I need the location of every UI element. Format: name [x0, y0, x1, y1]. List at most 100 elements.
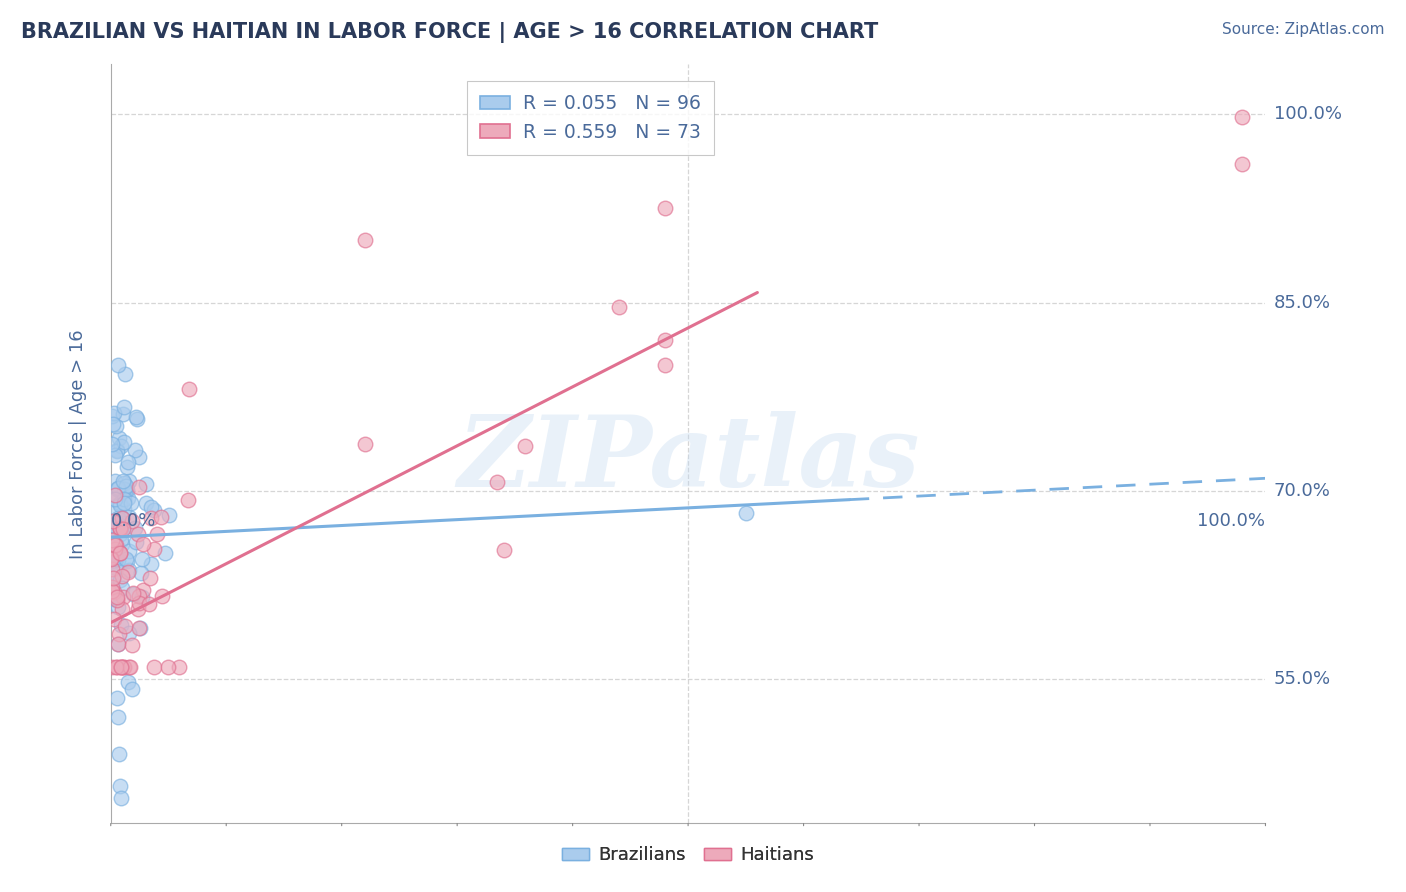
- Point: [353, 437, 375, 451]
- Point: [100, 552, 122, 566]
- Legend: Brazilians, Haitians: Brazilians, Haitians: [555, 839, 821, 871]
- Point: [101, 515, 124, 529]
- Point: [111, 581, 134, 595]
- Point: [112, 496, 135, 510]
- Point: [115, 478, 138, 492]
- Point: [152, 589, 174, 603]
- Point: [105, 444, 128, 458]
- Point: [139, 557, 162, 571]
- Point: [105, 443, 128, 458]
- Point: [112, 501, 135, 516]
- Text: Source: ZipAtlas.com: Source: ZipAtlas.com: [1222, 22, 1385, 37]
- Point: [155, 546, 177, 560]
- Point: [112, 483, 135, 497]
- Point: [107, 710, 129, 724]
- Point: [104, 492, 127, 507]
- Point: [112, 401, 135, 415]
- Point: [143, 659, 166, 673]
- Point: [654, 202, 676, 216]
- Point: [103, 406, 125, 420]
- Point: [112, 659, 135, 673]
- Point: [104, 542, 127, 557]
- Point: [122, 587, 145, 601]
- Point: [131, 552, 153, 566]
- Point: [128, 480, 150, 494]
- Point: [112, 435, 135, 450]
- Point: [108, 526, 131, 541]
- Point: [105, 659, 128, 673]
- Point: [353, 233, 375, 247]
- Point: [103, 532, 125, 546]
- Point: [104, 538, 127, 552]
- Point: [111, 601, 134, 615]
- Point: [108, 499, 131, 513]
- Point: [111, 408, 134, 422]
- Text: BRAZILIAN VS HAITIAN IN LABOR FORCE | AGE > 16 CORRELATION CHART: BRAZILIAN VS HAITIAN IN LABOR FORCE | AG…: [21, 22, 879, 44]
- Point: [107, 359, 129, 373]
- Text: 70.0%: 70.0%: [1274, 482, 1330, 500]
- Point: [117, 455, 139, 469]
- Point: [117, 543, 139, 558]
- Point: [117, 554, 139, 568]
- Point: [110, 522, 132, 536]
- Point: [100, 533, 122, 547]
- Point: [117, 491, 139, 505]
- Point: [108, 546, 131, 560]
- Point: [654, 333, 676, 347]
- Point: [108, 573, 131, 587]
- Point: [110, 533, 132, 547]
- Point: [115, 483, 138, 497]
- Point: [1232, 157, 1254, 171]
- Point: [110, 546, 132, 560]
- Text: 100.0%: 100.0%: [1274, 105, 1341, 123]
- Point: [105, 590, 128, 604]
- Point: [111, 474, 134, 488]
- Point: [103, 612, 125, 626]
- Point: [128, 621, 150, 635]
- Point: [107, 481, 129, 495]
- Point: [104, 488, 127, 502]
- Point: [121, 682, 143, 697]
- Text: 55.0%: 55.0%: [1274, 670, 1331, 688]
- Text: 100.0%: 100.0%: [1198, 512, 1265, 530]
- Point: [104, 538, 127, 552]
- Point: [117, 510, 139, 524]
- Point: [146, 527, 169, 541]
- Point: [105, 659, 128, 673]
- Text: In Labor Force | Age > 16: In Labor Force | Age > 16: [69, 329, 87, 558]
- Point: [120, 496, 142, 510]
- Point: [132, 582, 155, 597]
- Point: [141, 511, 163, 525]
- Point: [101, 437, 124, 451]
- Point: [108, 747, 131, 762]
- Point: [128, 450, 150, 464]
- Point: [110, 496, 132, 510]
- Point: [104, 549, 127, 564]
- Point: [100, 550, 122, 565]
- Point: [107, 637, 129, 651]
- Point: [156, 659, 179, 673]
- Point: [100, 561, 122, 575]
- Point: [101, 548, 124, 562]
- Point: [107, 592, 129, 607]
- Point: [128, 589, 150, 603]
- Point: [110, 659, 132, 673]
- Point: [107, 545, 129, 559]
- Point: [114, 368, 136, 382]
- Point: [122, 586, 145, 600]
- Point: [131, 590, 153, 604]
- Point: [107, 553, 129, 567]
- Point: [103, 568, 125, 582]
- Point: [112, 522, 135, 536]
- Point: [129, 566, 152, 581]
- Point: [107, 517, 129, 532]
- Point: [124, 442, 146, 457]
- Point: [734, 507, 756, 521]
- Point: [107, 599, 129, 614]
- Point: [117, 674, 139, 689]
- Point: [118, 475, 141, 489]
- Point: [492, 542, 515, 557]
- Point: [110, 791, 132, 805]
- Point: [111, 537, 134, 551]
- Point: [105, 482, 128, 496]
